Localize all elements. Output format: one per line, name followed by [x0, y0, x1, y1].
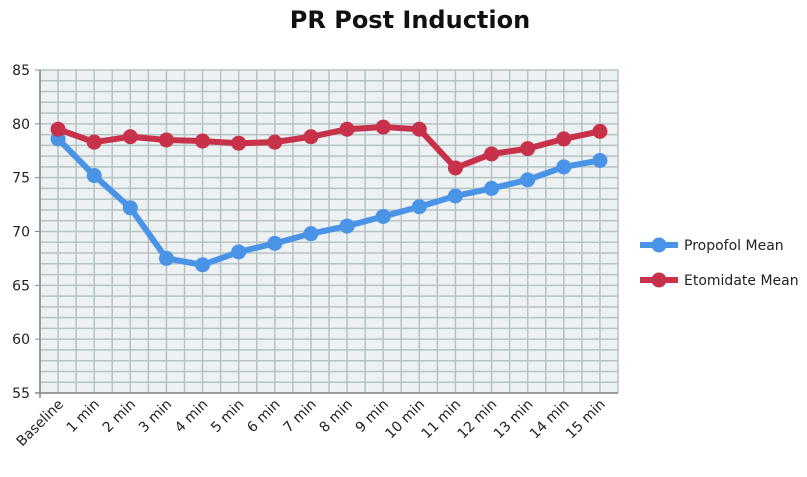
x-tick-label: Baseline — [14, 397, 67, 450]
data-point — [339, 121, 355, 137]
x-tick-label: 2 min — [100, 397, 139, 436]
data-point — [520, 141, 536, 157]
y-tick-label: 70 — [12, 225, 30, 241]
data-point — [484, 180, 500, 196]
data-point — [303, 226, 319, 242]
data-point — [122, 200, 138, 216]
x-tick-label: 15 min — [563, 397, 609, 443]
x-tick-label: 10 min — [382, 397, 428, 443]
chart-title: PR Post Induction — [290, 6, 530, 34]
x-tick-label: 7 min — [280, 397, 319, 436]
data-point — [158, 250, 174, 266]
data-point — [375, 208, 391, 224]
legend-label-1: Etomidate Mean — [684, 273, 799, 289]
legend-marker-1 — [651, 272, 667, 288]
data-point — [267, 134, 283, 150]
y-tick-label: 80 — [12, 117, 30, 133]
data-point — [267, 235, 283, 251]
x-tick-label: 1 min — [64, 397, 103, 436]
y-tick-label: 55 — [12, 386, 30, 402]
series-line-0 — [55, 136, 601, 268]
data-point — [195, 257, 211, 273]
data-point — [411, 121, 427, 137]
data-point — [484, 146, 500, 162]
data-point — [339, 218, 355, 234]
series-line-1 — [57, 124, 601, 171]
data-point — [556, 131, 572, 147]
y-tick-label: 85 — [12, 63, 30, 79]
data-point — [86, 168, 102, 184]
x-tick-label: 13 min — [491, 397, 537, 443]
y-tick-label: 65 — [12, 278, 30, 294]
data-point — [86, 134, 102, 150]
data-point — [122, 129, 138, 145]
data-point — [375, 119, 391, 135]
x-tick-label: 8 min — [316, 397, 355, 436]
x-tick-label: 4 min — [172, 397, 211, 436]
legend-label-0: Propofol Mean — [684, 238, 784, 254]
data-point — [556, 159, 572, 175]
x-tick-label: 14 min — [527, 397, 573, 443]
data-point — [158, 132, 174, 148]
x-tick-label: 6 min — [244, 397, 283, 436]
x-tick-label: 11 min — [419, 397, 465, 443]
x-tick-label: 3 min — [136, 397, 175, 436]
data-point — [195, 133, 211, 149]
y-tick-label: 60 — [12, 332, 30, 348]
data-point — [231, 135, 247, 151]
data-point — [592, 123, 608, 139]
y-tick-label: 75 — [12, 171, 30, 187]
x-tick-label: 12 min — [455, 397, 501, 443]
x-tick-label: 5 min — [208, 397, 247, 436]
data-point — [303, 129, 319, 145]
data-point — [447, 188, 463, 204]
data-point — [50, 121, 66, 137]
data-point — [231, 244, 247, 260]
data-point — [447, 160, 463, 176]
legend-marker-0 — [651, 237, 667, 253]
data-point — [592, 152, 608, 168]
data-point — [520, 172, 536, 188]
data-point — [411, 199, 427, 215]
